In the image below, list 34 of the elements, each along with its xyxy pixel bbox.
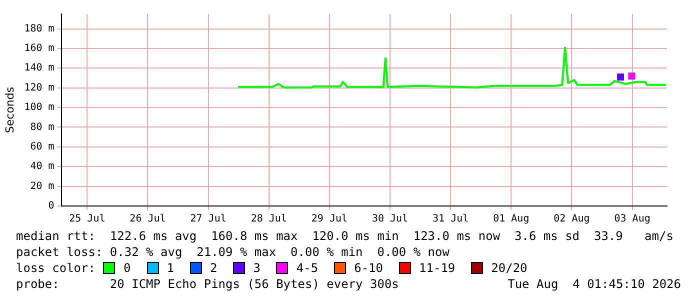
legend-label: 2 bbox=[210, 260, 218, 276]
x-tick-label: 01 Aug bbox=[493, 214, 530, 225]
x-tick-label: 30 Jul bbox=[372, 214, 408, 225]
y-tick-label: 140 m bbox=[24, 62, 54, 74]
x-tick-label: 29 Jul bbox=[311, 214, 348, 225]
legend-label: 6-10 bbox=[354, 260, 384, 276]
y-tick-label: 60 m bbox=[30, 142, 54, 153]
y-tick-label: 180 m bbox=[24, 23, 54, 34]
y-tick-label: 20 m bbox=[30, 180, 54, 192]
legend-label: 0 bbox=[123, 260, 131, 276]
legend-label: 4-5 bbox=[296, 260, 318, 276]
text: Tue Aug 4 01:45:10 2026 bbox=[508, 276, 681, 292]
legend-label: 1 bbox=[166, 260, 174, 276]
y-tick-label: 40 m bbox=[30, 161, 54, 172]
y-tick-label: 0 bbox=[48, 200, 54, 212]
x-tick-label: 31 Jul bbox=[432, 214, 469, 225]
text: packet loss: 0.32 % avg 21.09 % max 0.00 % min 0.00 % now bbox=[16, 244, 450, 260]
y-tick-label: 80 m bbox=[30, 122, 54, 133]
y-axis-title: Seconds bbox=[3, 86, 16, 134]
y-tick-label: 160 m bbox=[24, 43, 54, 54]
text: probe: 20 ICMP Echo Pings (56 Bytes) every 300s bbox=[16, 276, 399, 292]
legend-label: 3 bbox=[253, 260, 260, 276]
text: median rtt: 122.6 ms avg 160.8 ms max 120.0 ms min 123.0 ms now 3.6 ms sd 33.9 am/s bbox=[16, 228, 674, 244]
x-tick-label: 28 Jul bbox=[250, 214, 287, 225]
y-tick-label: 100 m bbox=[24, 102, 54, 114]
x-tick-label: 03 Aug bbox=[614, 214, 650, 225]
y-tick-label: 120 m bbox=[24, 82, 54, 94]
legend-title: loss color: bbox=[16, 260, 96, 276]
legend-label: 11-19 bbox=[419, 260, 456, 276]
legend-label: 20/20 bbox=[491, 260, 528, 276]
x-tick-label: 02 Aug bbox=[554, 214, 590, 225]
x-tick-label: 25 Jul bbox=[69, 214, 106, 225]
x-tick-label: 27 Jul bbox=[190, 214, 226, 225]
x-tick-label: 26 Jul bbox=[130, 214, 166, 225]
